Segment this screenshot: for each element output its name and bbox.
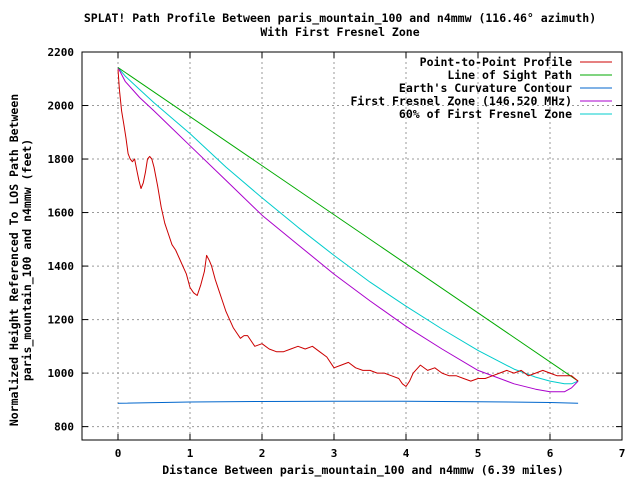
series-group [117, 67, 579, 404]
x-tick-label: 7 [619, 447, 626, 460]
series-line-first-fresnel-zone-146-520-mhz [117, 67, 579, 393]
y-tick-label: 1800 [48, 153, 75, 166]
series-line-line-of-sight-path [117, 67, 579, 382]
grid [82, 52, 622, 440]
series-line-60-of-first-fresnel-zone [117, 67, 579, 385]
x-tick-label: 4 [403, 447, 410, 460]
x-tick-label: 6 [547, 447, 554, 460]
x-axis-label: Distance Between paris_mountain_100 and … [162, 463, 564, 478]
legend-label: Earth's Curvature Contour [399, 81, 572, 95]
y-tick-label: 2000 [48, 100, 75, 113]
y-axis-label-line1: Normalized Height Referenced To LOS Path… [7, 94, 21, 426]
legend-label: Line of Sight Path [447, 68, 572, 82]
y-tick-label: 1000 [48, 367, 75, 380]
series-line-point-to-point-profile [117, 69, 579, 387]
y-tick-label: 1600 [48, 207, 75, 220]
y-axis-label-line2: paris_mountain_100 and n4mmw (feet) [20, 139, 35, 381]
y-tick-label: 1400 [48, 260, 75, 273]
chart-title: SPLAT! Path Profile Between paris_mounta… [84, 11, 596, 26]
axis-ticks: 0 1 2 3 4 5 6 7 800 1000 1200 1400 1600 1800 2000 2200 [48, 46, 626, 460]
y-tick-label: 1200 [48, 314, 75, 327]
chart-subtitle: With First Fresnel Zone [260, 25, 419, 39]
x-tick-label: 5 [475, 447, 482, 460]
y-tick-label: 800 [54, 421, 74, 434]
series-line-earth-s-curvature-contour [117, 400, 579, 404]
legend-label: 60% of First Fresnel Zone [399, 107, 572, 121]
plot-frame [81, 51, 623, 441]
legend-label: Point-to-Point Profile [420, 55, 572, 69]
y-tick-label: 2200 [48, 46, 75, 59]
x-tick-label: 1 [187, 447, 194, 460]
x-tick-label: 3 [331, 447, 338, 460]
legend-label: First Fresnel Zone (146.520 MHz) [350, 94, 572, 108]
x-tick-label: 2 [259, 447, 266, 460]
x-tick-label: 0 [115, 447, 122, 460]
